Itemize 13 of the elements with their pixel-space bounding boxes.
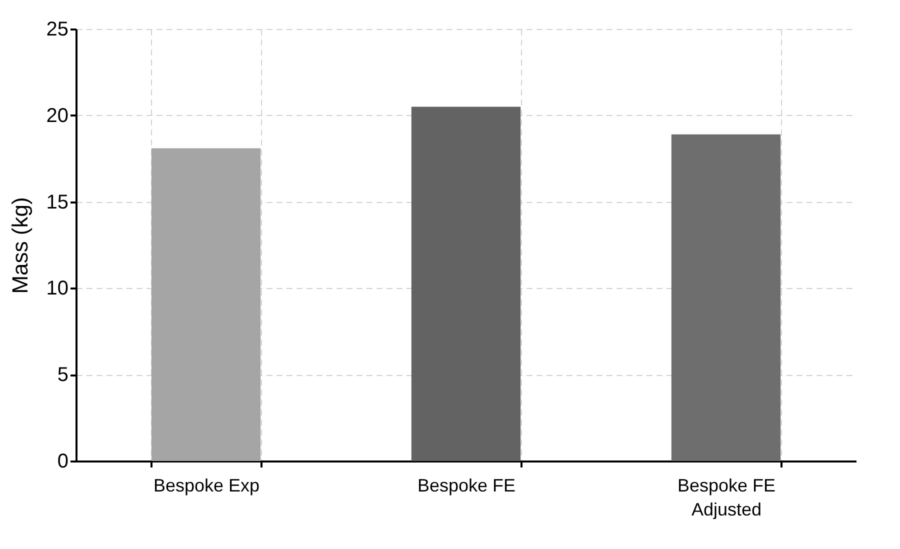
x-tick-label: Bespoke FE Adjusted	[677, 476, 776, 520]
bar	[671, 134, 781, 461]
bar	[151, 148, 261, 461]
y-tick-label: 0	[57, 450, 68, 472]
y-tick-label: 25	[46, 18, 68, 40]
x-tick-label: Bespoke FE	[417, 476, 516, 496]
y-tick-label: 5	[57, 364, 68, 386]
y-tick-label: 10	[46, 278, 68, 300]
y-tick-label: 20	[46, 104, 68, 127]
y-tick-label: 15	[46, 191, 68, 214]
y-axis-title: Mass (kg)	[7, 197, 32, 294]
bar	[411, 106, 521, 461]
x-tick-label: Bespoke Exp	[153, 476, 260, 496]
